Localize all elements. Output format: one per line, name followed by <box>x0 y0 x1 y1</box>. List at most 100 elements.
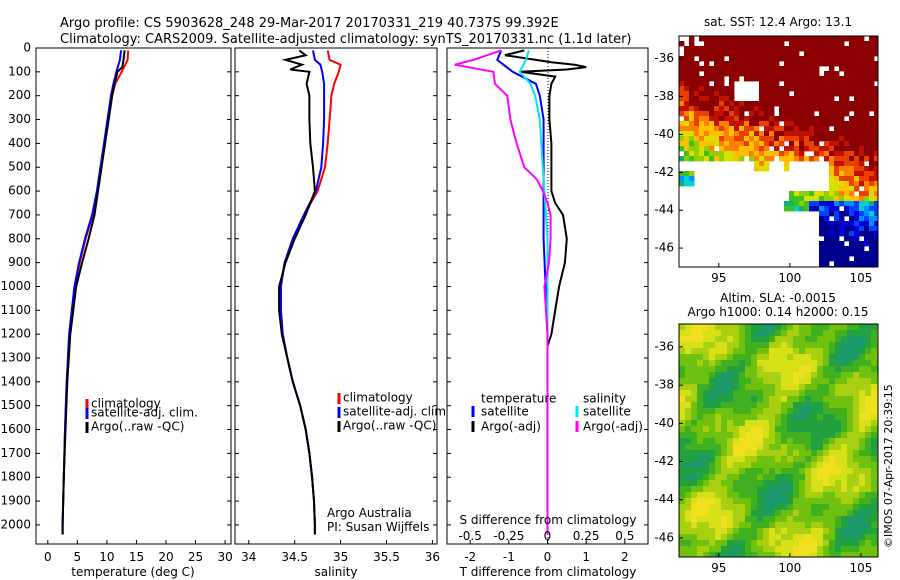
sla-cell <box>769 378 776 385</box>
sst-cell <box>799 86 805 92</box>
sst-cell <box>719 86 725 92</box>
sst-cell <box>874 46 878 52</box>
sla-cell <box>679 354 686 361</box>
sst-cell <box>774 141 780 147</box>
sla-cell <box>709 546 716 553</box>
sla-cell <box>775 372 782 379</box>
sst-cell <box>809 116 815 122</box>
sst-cell <box>849 206 855 212</box>
sst-cell <box>859 71 865 77</box>
sla-cell <box>727 516 734 523</box>
sla-cell <box>775 534 782 541</box>
sla-cell <box>763 354 770 361</box>
sst-cell <box>694 151 700 157</box>
sla-cell <box>859 420 866 427</box>
sla-cell <box>823 528 830 535</box>
sla-cell <box>835 444 842 451</box>
sst-cell <box>689 86 695 92</box>
x-tick-label: 20 <box>158 550 173 564</box>
sst-cell <box>754 46 760 52</box>
sst-cell <box>854 76 860 82</box>
sst-cell <box>859 181 865 187</box>
sla-cell <box>709 486 716 493</box>
sla-cell <box>715 486 722 493</box>
sst-cell <box>794 101 800 107</box>
legend-label-satellite: satellite-adj. clim. <box>343 405 450 419</box>
sst-cell <box>764 106 770 112</box>
sla-cell <box>721 522 728 529</box>
sla-cell <box>721 450 728 457</box>
sla-cell <box>799 396 806 403</box>
sst-cell <box>839 126 845 132</box>
sla-cell <box>709 354 716 361</box>
sla-cell <box>709 414 716 421</box>
sla-cell <box>787 354 794 361</box>
sst-cell <box>824 41 830 47</box>
sst-cell <box>859 196 865 202</box>
sst-cell <box>794 191 800 197</box>
sla-cell <box>793 366 800 373</box>
sla-cell <box>847 366 854 373</box>
sst-cell <box>839 41 845 47</box>
sst-cell <box>829 131 835 137</box>
sst-cell <box>829 231 835 237</box>
sla-cell <box>727 522 734 529</box>
sla-cell <box>799 450 806 457</box>
sst-cell <box>749 156 755 162</box>
sst-cell <box>839 96 845 102</box>
sst-cell <box>874 226 878 232</box>
sla-cell <box>703 420 710 427</box>
sst-cell <box>874 146 878 152</box>
sla-cell <box>835 384 842 391</box>
sla-cell <box>787 342 794 349</box>
sla-cell <box>805 354 812 361</box>
sla-cell <box>715 324 722 331</box>
sst-cell <box>709 41 715 47</box>
sla-cell <box>715 456 722 463</box>
sla-cell <box>751 348 758 355</box>
sst-cell <box>844 261 850 267</box>
sst-cell <box>794 146 800 152</box>
sla-cell <box>745 324 752 331</box>
sla-cell <box>685 324 692 331</box>
sla-cell <box>763 342 770 349</box>
x-tick-label: 15 <box>129 550 144 564</box>
sst-cell <box>764 46 770 52</box>
sla-cell <box>697 468 704 475</box>
sla-cell <box>871 540 878 547</box>
sst-cell <box>764 121 770 127</box>
sla-cell <box>679 432 686 439</box>
sst-cell <box>844 161 850 167</box>
sla-cell <box>805 540 812 547</box>
sst-cell <box>839 111 845 117</box>
sst-cell <box>739 156 745 162</box>
sst-cell <box>869 41 875 47</box>
sla-cell <box>703 468 710 475</box>
sla-cell <box>835 360 842 367</box>
sla-cell <box>709 462 716 469</box>
sst-cell <box>819 126 825 132</box>
sla-cell <box>835 414 842 421</box>
sla-cell <box>697 354 704 361</box>
sst-cell <box>839 181 845 187</box>
sst-cell <box>869 246 875 252</box>
sla-cell <box>799 324 806 331</box>
sla-cell <box>799 552 806 557</box>
sla-cell <box>775 402 782 409</box>
sst-cell <box>734 56 740 62</box>
sla-cell <box>853 396 860 403</box>
sst-cell <box>759 46 765 52</box>
sla-cell <box>727 480 734 487</box>
sst-cell <box>744 41 750 47</box>
sla-cell <box>787 330 794 337</box>
sla-cell <box>823 450 830 457</box>
sla-cell <box>823 504 830 511</box>
sla-cell <box>787 504 794 511</box>
sla-cell <box>853 324 860 331</box>
sla-cell <box>865 534 872 541</box>
sst-cell <box>854 106 860 112</box>
sst-cell <box>804 36 810 42</box>
sla-cell <box>745 372 752 379</box>
sst-cell <box>874 131 878 137</box>
legend-label-sal-satellite: satellite <box>583 405 631 419</box>
